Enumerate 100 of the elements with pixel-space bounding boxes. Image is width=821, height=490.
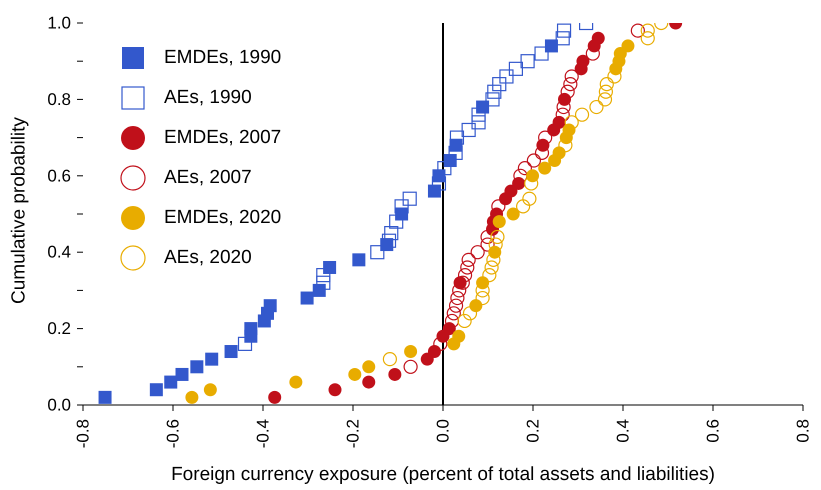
point	[150, 383, 163, 396]
point	[462, 306, 478, 320]
point	[402, 192, 417, 206]
y-tick-label: 0.8	[47, 90, 71, 109]
x-tick-label: -0.8	[74, 419, 92, 448]
x-axis-title: Foreign currency exposure (percent of total assets and liabilities)	[171, 464, 715, 485]
point	[526, 153, 541, 168]
point	[480, 237, 495, 252]
point	[538, 130, 552, 145]
point	[404, 345, 418, 358]
point	[470, 245, 485, 260]
point	[462, 122, 476, 138]
x-tick-label: 0.4	[614, 419, 632, 443]
point	[614, 47, 627, 60]
point	[384, 226, 398, 240]
point	[448, 298, 464, 313]
point	[490, 230, 505, 244]
legend-label: EMDEs, 2020	[164, 207, 282, 229]
point	[492, 215, 506, 228]
point	[480, 230, 495, 244]
point	[323, 260, 336, 274]
point	[556, 108, 570, 122]
point	[289, 376, 302, 389]
point	[504, 184, 518, 198]
y-tick-label: 0.6	[47, 166, 71, 186]
point	[458, 268, 472, 282]
point	[508, 62, 523, 76]
point	[630, 24, 645, 38]
point	[506, 208, 520, 220]
legend-label: EMDEs, 1990	[164, 47, 282, 69]
y-axis-title: Cumulative probability	[8, 116, 30, 304]
point	[450, 130, 464, 145]
point	[204, 383, 217, 396]
point	[164, 376, 178, 389]
point	[264, 299, 277, 312]
point	[600, 77, 614, 92]
point	[476, 290, 490, 306]
point	[534, 46, 549, 61]
x-tick-label: -0.4	[254, 419, 272, 448]
point	[460, 260, 474, 275]
point	[348, 368, 362, 381]
point	[370, 245, 384, 260]
point	[556, 24, 572, 38]
point	[484, 260, 499, 275]
point	[205, 352, 218, 366]
point	[185, 390, 198, 404]
point	[300, 292, 314, 305]
point	[482, 268, 496, 282]
x-tick-label: -0.2	[344, 419, 362, 448]
point	[586, 46, 600, 61]
point	[640, 24, 655, 38]
x-tick-label: 0.8	[794, 419, 812, 443]
point	[224, 345, 238, 358]
point	[516, 199, 530, 214]
point	[574, 108, 590, 122]
point	[485, 92, 500, 106]
y-tick-label: 0.2	[47, 319, 71, 338]
point	[621, 39, 634, 52]
point	[362, 376, 376, 389]
point	[518, 161, 532, 176]
point	[328, 383, 342, 396]
point	[382, 352, 397, 366]
point	[176, 368, 188, 381]
point	[452, 283, 466, 298]
point	[98, 390, 112, 404]
point	[492, 77, 506, 92]
point	[382, 234, 396, 248]
point	[524, 176, 538, 191]
point	[522, 192, 536, 206]
point	[520, 54, 535, 68]
point	[462, 252, 476, 267]
y-tick-label: 0.0	[47, 396, 71, 414]
x-tick-label: 0.2	[524, 419, 542, 443]
point	[560, 84, 575, 99]
point	[404, 360, 418, 374]
y-tick-label: 0.4	[47, 242, 71, 262]
point	[556, 31, 570, 46]
point	[513, 168, 528, 183]
legend-label: EMDEs, 2007	[164, 127, 282, 149]
point	[589, 100, 604, 114]
point	[592, 32, 605, 45]
point	[428, 184, 441, 198]
point	[471, 115, 486, 130]
point	[598, 84, 613, 99]
legend-label: AEs, 1990	[164, 87, 252, 109]
point	[486, 252, 500, 267]
point	[471, 108, 486, 122]
x-tick-label: 0.6	[704, 419, 722, 443]
point	[362, 360, 376, 374]
point	[389, 214, 404, 229]
point	[607, 69, 622, 84]
point	[316, 268, 330, 282]
point	[564, 69, 579, 84]
x-tick-label: 0.0	[434, 419, 452, 443]
point	[238, 336, 252, 351]
point	[444, 314, 460, 328]
point	[487, 84, 502, 99]
point	[458, 314, 472, 328]
y-tick-label: 1.0	[47, 14, 71, 32]
legend-label: AEs, 2020	[164, 247, 252, 269]
